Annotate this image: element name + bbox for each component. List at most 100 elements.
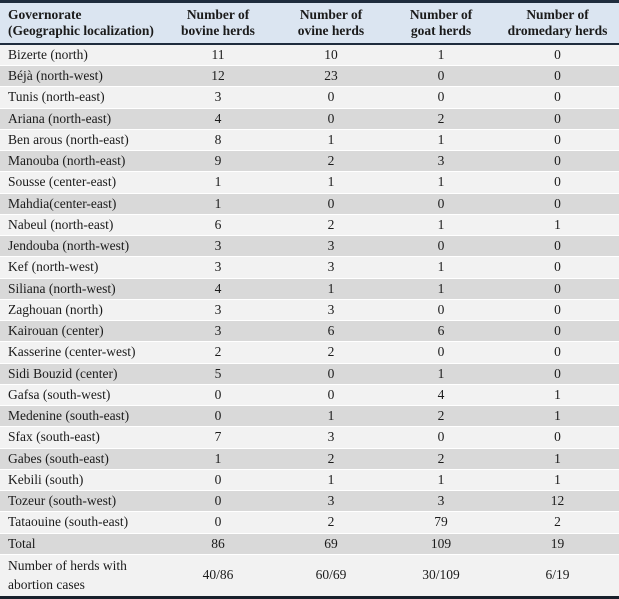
governorate-cell: Nabeul (north-east) [8,216,114,232]
value-cell-ovine: 2 [327,450,335,466]
value-cell-dromedary: 1 [554,408,561,424]
governorate-cell: Sousse (center-east) [8,174,117,190]
value-cell-bovine: 7 [214,429,222,445]
col-header-goat: Number of goat herds [386,2,496,45]
col-header-line2: goat herds [410,23,472,39]
value-cell-goat: 1 [437,216,445,232]
governorate-cell: Ben arous (north-east) [8,131,129,147]
table-row: Ben arous (north-east) 8 1 1 0 [0,129,619,151]
col-header-line2: dromedary herds [507,23,608,39]
value-cell-goat: 6 [437,323,445,339]
total-ovine: 69 [324,535,338,551]
value-cell-dromedary: 0 [554,365,561,381]
col-header-line2: (Geographic localization) [8,23,154,39]
value-cell-goat: 3 [437,153,445,169]
value-cell-bovine: 0 [214,408,222,424]
col-header-line2: ovine herds [297,23,365,39]
value-cell-dromedary: 0 [554,47,561,63]
value-cell-dromedary: 12 [550,493,565,509]
table-row: Siliana (north-west) 4 1 1 0 [0,278,619,300]
governorate-cell: Jendouba (north-west) [8,238,130,254]
governorate-cell: Manouba (north-east) [8,153,126,169]
table-row: Kebili (south) 0 1 1 1 [0,469,619,491]
col-header-governorate: Governorate (Geographic localization) [0,2,160,45]
table-row: Tozeur (south-west) 0 3 3 12 [0,490,619,512]
value-cell-dromedary: 0 [554,68,561,84]
value-cell-ovine: 0 [327,195,335,211]
value-cell-ovine: 23 [324,68,338,84]
value-cell-goat: 1 [437,280,445,296]
table-row: Ariana (north-east) 4 0 2 0 [0,108,619,130]
value-cell-ovine: 2 [327,344,335,360]
value-cell-dromedary: 0 [554,259,561,275]
table-footer: Total 86 69 109 19 Number of herds with … [0,533,619,598]
value-cell-ovine: 2 [327,216,335,232]
total-label: Total [8,535,36,551]
value-cell-goat: 0 [437,429,445,445]
value-cell-goat: 1 [437,131,445,147]
value-cell-goat: 1 [437,365,445,381]
table-row: Manouba (north-east) 9 2 3 0 [0,150,619,172]
value-cell-dromedary: 0 [554,301,561,317]
value-cell-dromedary: 0 [554,89,561,105]
value-cell-ovine: 1 [327,408,335,424]
value-cell-goat: 0 [437,344,445,360]
governorate-cell: Béjà (north-west) [8,68,103,84]
table-body: Bizerte (north) 11 10 1 0 Béjà (north-we… [0,44,619,534]
table-row: Jendouba (north-west) 3 3 0 0 [0,235,619,257]
governorate-cell: Tataouine (south-east) [8,514,129,530]
value-cell-goat: 0 [437,68,445,84]
table-row: Béjà (north-west) 12 23 0 0 [0,65,619,87]
value-cell-bovine: 4 [214,110,222,126]
value-cell-bovine: 12 [211,68,225,84]
value-cell-ovine: 0 [327,110,335,126]
value-cell-bovine: 0 [214,471,222,487]
value-cell-dromedary: 0 [554,110,561,126]
governorate-cell: Sfax (south-east) [8,429,100,445]
table-row: Tataouine (south-east) 0 2 79 2 [0,511,619,534]
value-cell-goat: 1 [437,174,445,190]
value-cell-dromedary: 1 [554,386,561,402]
governorate-cell: Zaghouan (north) [8,301,103,317]
table-row: Gabes (south-east) 1 2 2 1 [0,448,619,470]
governorate-cell: Kasserine (center-west) [8,344,136,360]
col-header-line1: Number of [299,7,363,22]
value-cell-goat: 2 [437,408,445,424]
value-cell-bovine: 1 [214,174,222,190]
col-header-line2: bovine herds [181,23,255,39]
table-row: Kef (north-west) 3 3 1 0 [0,256,619,279]
value-cell-ovine: 3 [327,301,335,317]
value-cell-goat: 2 [437,110,445,126]
col-header-line1: Number of [526,7,589,22]
value-cell-bovine: 8 [214,131,222,147]
governorate-cell: Kebili (south) [8,471,84,487]
table-row: Medenine (south-east) 0 1 2 1 [0,405,619,427]
value-cell-bovine: 5 [214,365,222,381]
value-cell-ovine: 6 [327,323,335,339]
header-row: Governorate (Geographic localization) Nu… [0,1,619,45]
col-header-bovine: Number of bovine herds [160,2,276,45]
value-cell-ovine: 2 [327,514,335,530]
value-cell-bovine: 3 [214,89,222,105]
value-cell-dromedary: 0 [554,174,561,190]
value-cell-dromedary: 0 [554,323,561,339]
value-cell-dromedary: 0 [554,153,561,169]
value-cell-goat: 0 [437,195,445,211]
value-cell-dromedary: 0 [554,238,561,254]
abortion-label: Number of herds with abortion cases [8,558,127,592]
value-cell-goat: 1 [437,47,445,63]
total-goat: 109 [430,535,452,551]
governorate-cell: Kairouan (center) [8,323,104,339]
governorate-cell: Kef (north-west) [8,259,99,275]
value-cell-bovine: 6 [214,216,222,232]
table-row: Sfax (south-east) 7 3 0 0 [0,426,619,449]
value-cell-goat: 0 [437,301,445,317]
value-cell-bovine: 3 [214,301,222,317]
value-cell-goat: 0 [437,238,445,254]
col-header-line1: Number of [409,7,473,22]
total-dromedary: 19 [550,535,565,551]
value-cell-bovine: 3 [214,259,222,275]
value-cell-bovine: 1 [214,195,222,211]
